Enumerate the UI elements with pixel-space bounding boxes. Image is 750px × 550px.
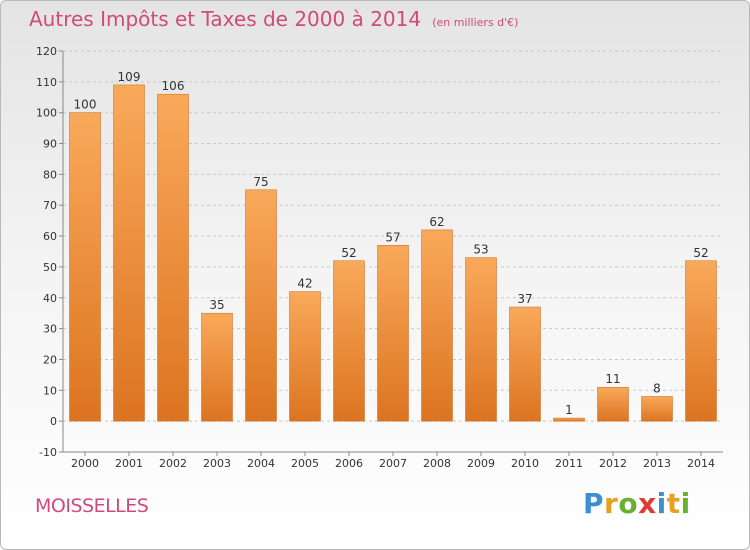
data-label: 109 — [118, 70, 141, 84]
x-tick-label: 2012 — [599, 457, 627, 470]
y-tick-label: 100 — [36, 107, 57, 120]
x-tick-label: 2000 — [71, 457, 99, 470]
y-tick-label: -10 — [39, 446, 57, 459]
bar — [69, 112, 101, 422]
x-tick-label: 2003 — [203, 457, 231, 470]
data-label: 42 — [297, 277, 312, 291]
logo-letter: P — [583, 487, 605, 520]
x-tick-label: 2005 — [291, 457, 319, 470]
bar — [685, 260, 717, 422]
data-label: 100 — [74, 98, 97, 112]
x-tick-label: 2006 — [335, 457, 363, 470]
bar — [421, 229, 453, 422]
data-label: 53 — [473, 243, 488, 257]
bar — [553, 417, 585, 422]
logo-letter: r — [604, 487, 619, 520]
x-tick-label: 2014 — [687, 457, 715, 470]
x-tick-label: 2002 — [159, 457, 187, 470]
bar — [113, 84, 145, 422]
data-label: 62 — [429, 215, 444, 229]
proxiti-logo: Proxiti — [583, 487, 691, 520]
chart-title-text: Autres Impôts et Taxes de 2000 à 2014 — [29, 7, 422, 31]
x-tick-label: 2009 — [467, 457, 495, 470]
bar — [333, 260, 365, 422]
y-tick-label: 0 — [50, 415, 57, 428]
data-label: 8 — [653, 381, 661, 395]
data-label: 106 — [162, 79, 185, 93]
y-tick-label: 20 — [43, 353, 57, 366]
chart-unit-label: (en milliers d'€) — [432, 16, 519, 29]
bar — [201, 312, 233, 422]
data-label: 52 — [693, 246, 708, 260]
chart-title: Autres Impôts et Taxes de 2000 à 2014 (e… — [29, 7, 518, 31]
logo-letter: i — [680, 487, 691, 520]
y-tick-label: 110 — [36, 76, 57, 89]
logo-letter: i — [656, 487, 667, 520]
x-tick-label: 2007 — [379, 457, 407, 470]
data-label: 57 — [385, 230, 400, 244]
bar — [377, 245, 409, 422]
data-label: 37 — [517, 292, 532, 306]
data-label: 35 — [209, 298, 224, 312]
data-label: 75 — [253, 175, 268, 189]
bar — [641, 396, 673, 422]
bar — [157, 93, 189, 422]
data-label: 1 — [565, 403, 573, 417]
bar — [509, 306, 541, 422]
x-tick-label: 2004 — [247, 457, 275, 470]
y-tick-label: 60 — [43, 230, 57, 243]
bar — [289, 291, 321, 422]
city-name: MOISSELLES — [35, 495, 149, 517]
y-tick-label: 40 — [43, 292, 57, 305]
data-label: 52 — [341, 246, 356, 260]
x-tick-label: 2010 — [511, 457, 539, 470]
x-tick-label: 2013 — [643, 457, 671, 470]
y-tick-label: 10 — [43, 384, 57, 397]
y-tick-label: 80 — [43, 168, 57, 181]
data-label: 11 — [605, 372, 620, 386]
y-tick-label: 50 — [43, 261, 57, 274]
y-tick-label: 90 — [43, 138, 57, 151]
bar — [245, 189, 277, 422]
y-tick-label: 120 — [36, 45, 57, 58]
logo-letter: x — [638, 487, 657, 520]
y-tick-label: 70 — [43, 199, 57, 212]
logo-letter: o — [618, 487, 639, 520]
x-tick-label: 2011 — [555, 457, 583, 470]
bar — [465, 257, 497, 422]
y-tick-label: 30 — [43, 323, 57, 336]
x-tick-label: 2001 — [115, 457, 143, 470]
x-tick-label: 2008 — [423, 457, 451, 470]
bar — [597, 386, 629, 422]
logo-letter: t — [666, 487, 681, 520]
